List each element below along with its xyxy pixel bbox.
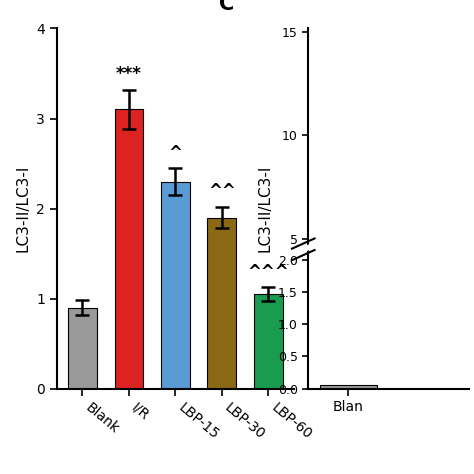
Bar [208, 218, 236, 389]
Bar [68, 308, 97, 389]
Text: ^^: ^^ [208, 182, 236, 201]
Bar [320, 385, 376, 389]
Bar [254, 294, 283, 389]
Text: ^: ^ [168, 144, 182, 162]
Text: ^^^: ^^^ [247, 263, 289, 281]
Y-axis label: LC3-II/LC3-I: LC3-II/LC3-I [257, 165, 272, 252]
Y-axis label: LC3-II/LC3-I: LC3-II/LC3-I [16, 165, 31, 252]
Text: ***: *** [116, 65, 142, 83]
Text: C: C [219, 0, 235, 14]
Bar [115, 109, 143, 389]
Bar [161, 182, 190, 389]
